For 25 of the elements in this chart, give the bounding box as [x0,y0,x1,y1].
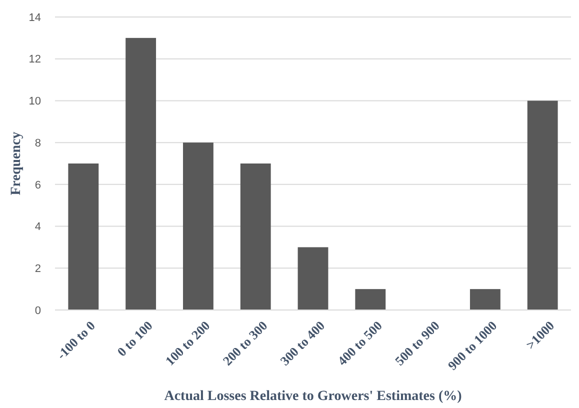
bar [182,142,214,310]
y-tick-label: 0 [34,304,41,317]
x-tick-label: 400 to 500 [334,318,385,368]
bar [240,164,271,310]
bar [126,38,156,310]
bar [298,247,328,310]
bar [470,289,500,310]
y-tick-label: 4 [34,221,41,234]
bar [527,100,558,310]
x-tick-label: 0 to 100 [114,318,156,360]
x-tick-label: 300 to 400 [277,318,328,368]
bar [68,164,99,310]
bar [355,289,386,310]
y-axis-title: Frequency [9,132,24,196]
y-tick-label: 12 [28,54,41,66]
y-tick-label: 8 [34,137,41,150]
x-tick-label: 500 to 900 [392,318,442,368]
y-tick-label: 10 [28,96,41,108]
y-tick-label: 2 [34,262,41,275]
x-tick-label: 100 to 200 [162,318,213,368]
x-tick-label: -100 to 0 [54,318,98,362]
y-tick-label: 14 [28,12,41,24]
y-tick-label: 6 [34,179,41,192]
x-tick-label: 200 to 300 [220,318,270,368]
x-axis-title: Actual Losses Relative to Growers' Estimates (%) [164,389,462,404]
